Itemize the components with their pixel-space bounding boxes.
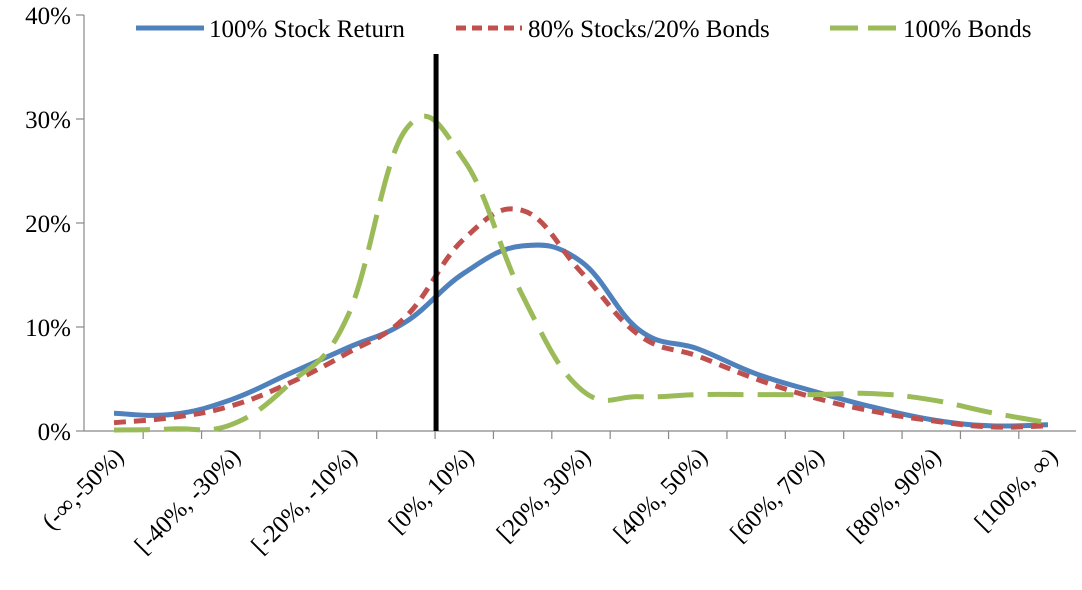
x-tick-label: [-20%, -10%) (246, 443, 362, 559)
chart-axes (83, 15, 1076, 432)
x-tick-label: [-40%, -30%) (130, 443, 246, 559)
legend-label: 100% Stock Return (209, 16, 405, 43)
series-line-100-stock-return (113, 242, 1049, 429)
y-tick-label: 40% (25, 3, 71, 30)
x-axis-ticks: (-∞,-50%) [-40%, -30%) [-20%, -10%) [0%, 10… (37, 431, 1063, 559)
series-lines (113, 113, 1049, 433)
y-axis-ticks: 0% 10% 20% 30% 40% (25, 3, 84, 446)
series-line-100-bonds (113, 113, 1049, 433)
x-tick-label: [100%, ∞) (970, 443, 1064, 537)
legend-item-100-stock-return: 100% Stock Return (136, 16, 405, 43)
legend-item-80-stocks-20-bonds: 80% Stocks/20% Bonds (456, 16, 770, 43)
y-tick-label: 10% (25, 315, 71, 342)
y-tick-label: 30% (25, 107, 71, 134)
legend-item-100-bonds: 100% Bonds (830, 16, 1031, 43)
x-tick-label: [60%, 70%) (725, 443, 830, 548)
x-tick-label: [80%, 90%) (842, 443, 947, 548)
x-tick-label: [40%, 50%) (608, 443, 713, 548)
legend-label: 100% Bonds (903, 16, 1031, 43)
chart-legend: 100% Stock Return 80% Stocks/20% Bonds 100… (136, 16, 1031, 43)
x-tick-label: [20%, 30%) (492, 443, 597, 548)
x-tick-label: (-∞,-50%) (37, 443, 129, 535)
series-line-80-stocks-20-bonds (113, 206, 1049, 430)
y-tick-label: 20% (25, 211, 71, 238)
y-tick-label: 0% (38, 419, 71, 446)
x-tick-label: [0%, 10%) (384, 443, 480, 539)
legend-label: 80% Stocks/20% Bonds (528, 16, 770, 43)
